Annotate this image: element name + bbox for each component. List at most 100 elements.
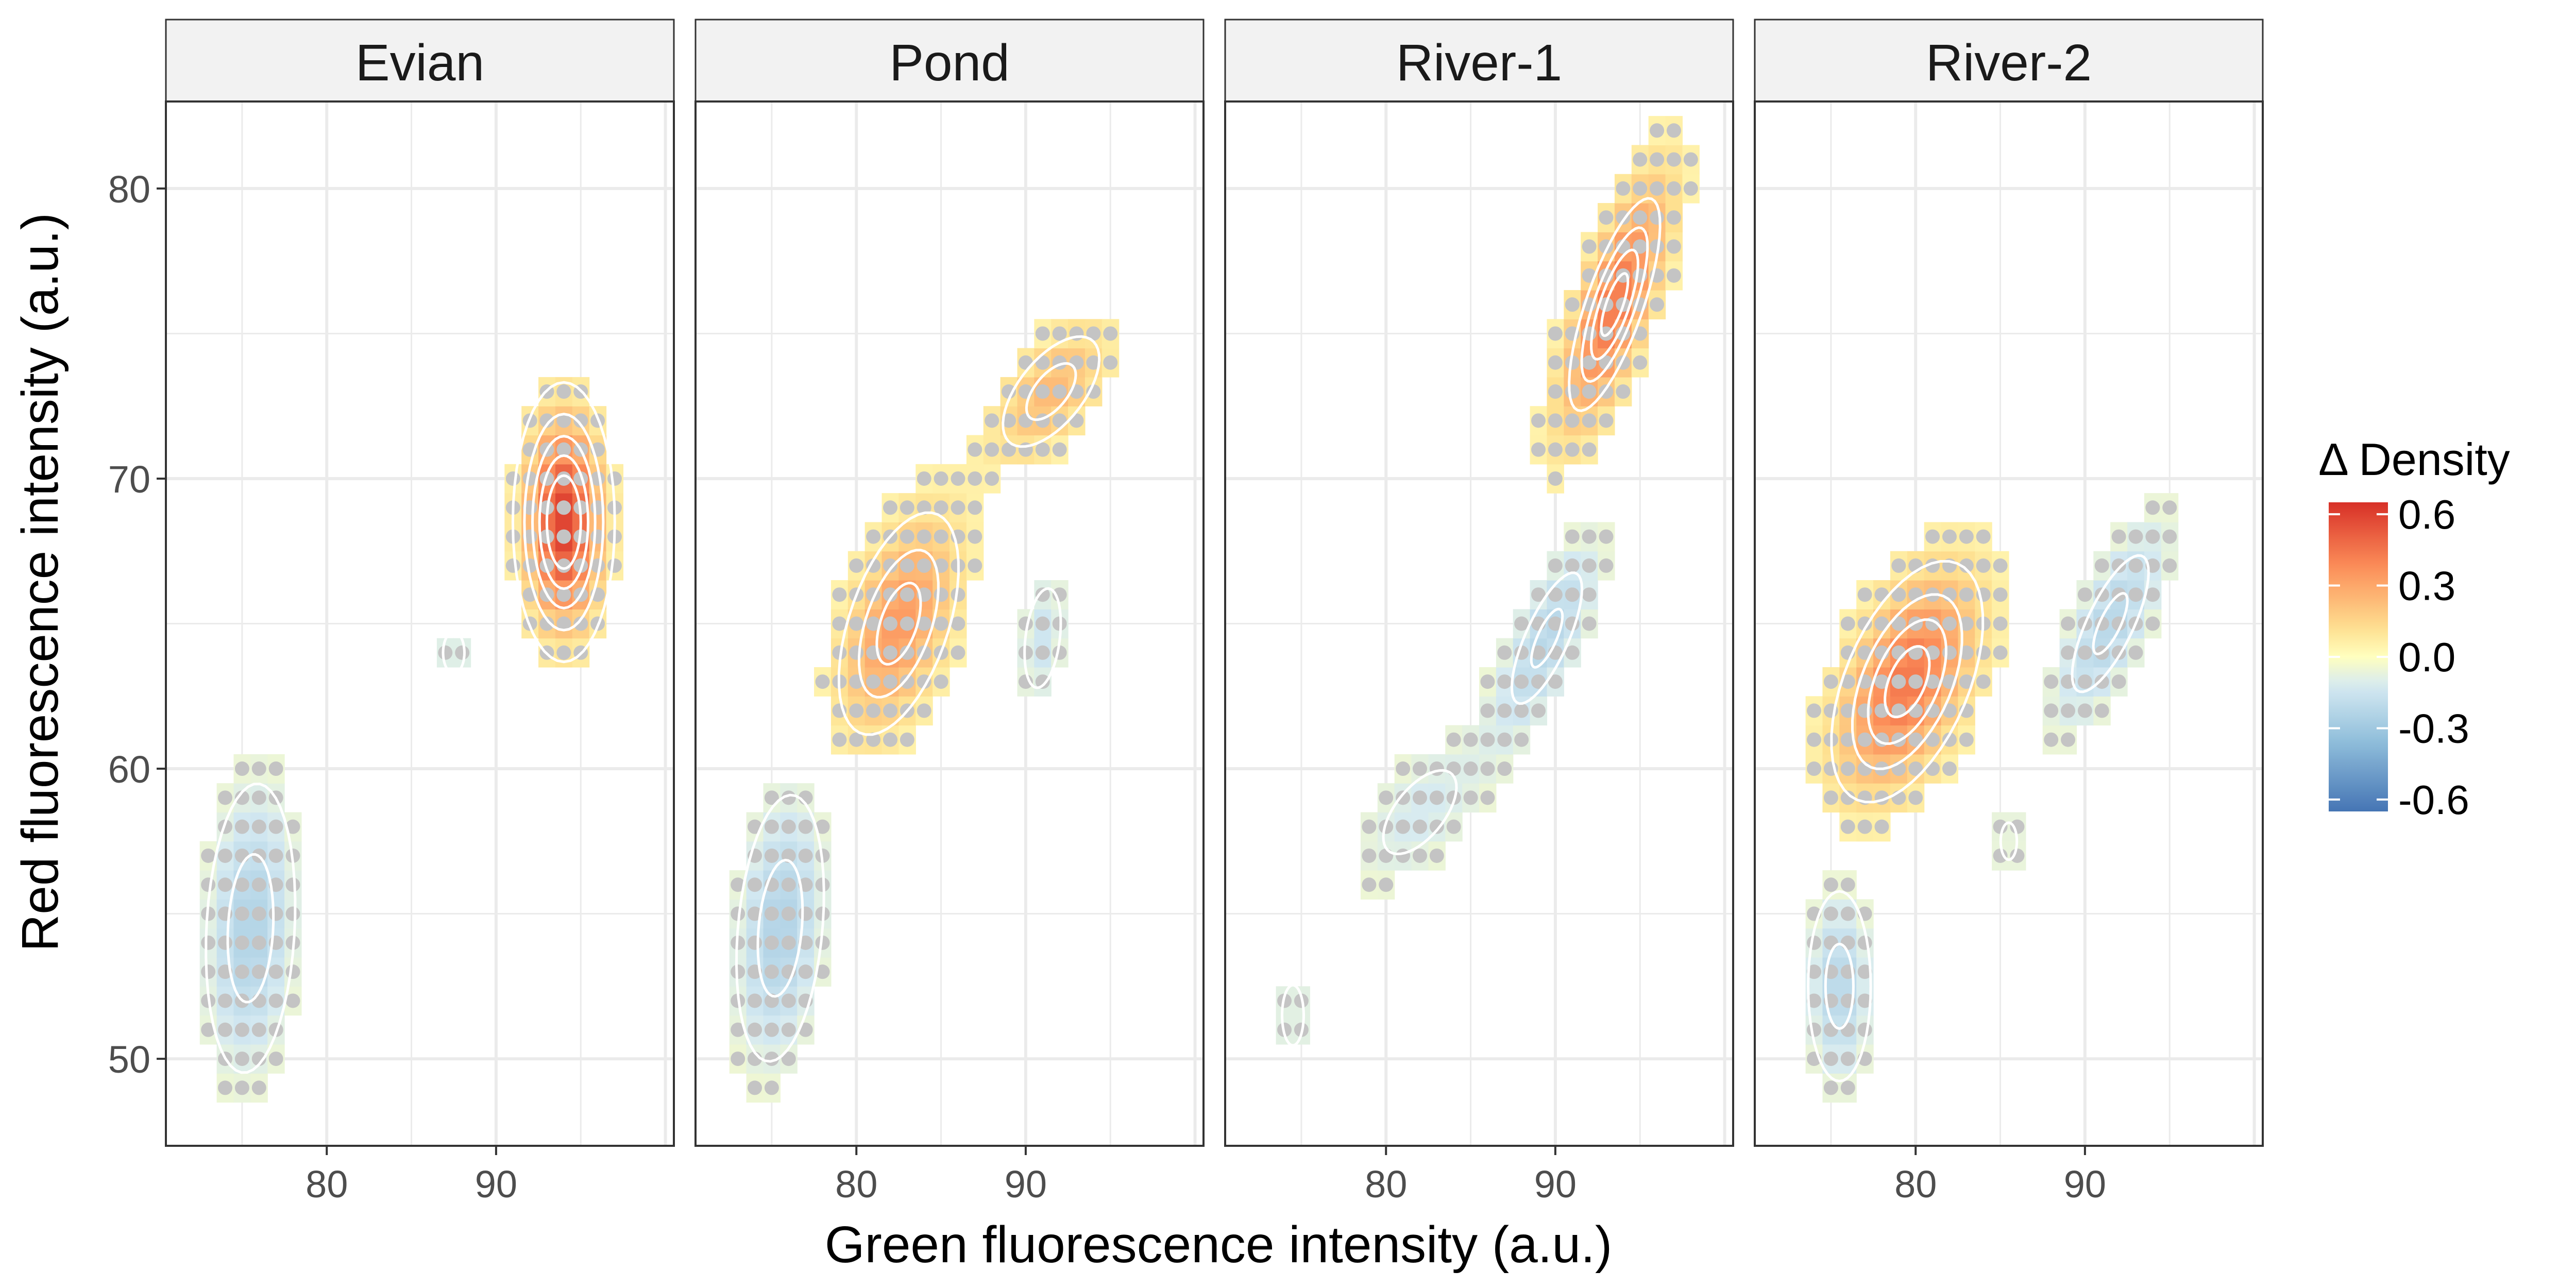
sample-dot xyxy=(1463,732,1478,747)
sample-dot xyxy=(1807,761,1822,776)
sample-dot xyxy=(234,964,249,979)
sample-dot xyxy=(251,790,266,805)
sample-dot xyxy=(1874,674,1889,689)
sample-dot xyxy=(1052,326,1067,341)
sample-dot xyxy=(1086,326,1101,341)
sample-dot xyxy=(900,732,914,747)
sample-dot xyxy=(1548,616,1563,631)
sample-dot xyxy=(1379,877,1394,892)
sample-dot xyxy=(968,442,982,457)
sample-dot xyxy=(2044,732,2059,747)
sample-dot xyxy=(2111,674,2126,689)
sample-dot xyxy=(1959,529,1974,544)
sample-dot xyxy=(1582,529,1597,544)
sample-dot xyxy=(285,906,300,921)
contour-line xyxy=(1280,984,1306,1047)
sample-dot xyxy=(951,645,965,660)
legend-tick-label: 0.0 xyxy=(2398,634,2455,680)
sample-dot xyxy=(1565,558,1580,573)
sample-dot xyxy=(1925,761,1940,776)
sample-dot xyxy=(607,471,622,486)
sample-dot xyxy=(234,761,249,776)
facet-label: River-2 xyxy=(1926,34,2092,92)
sample-dot xyxy=(1807,964,1822,979)
sample-dot xyxy=(1959,645,1974,660)
sample-dot xyxy=(1086,384,1101,399)
sample-dot xyxy=(573,616,588,631)
sample-dot xyxy=(1548,587,1563,602)
sample-dot xyxy=(1823,1080,1838,1095)
sample-dot xyxy=(2094,558,2109,573)
sample-dot xyxy=(1565,384,1580,399)
sample-dot xyxy=(1857,616,1872,631)
sample-dot xyxy=(1857,703,1872,718)
sample-dot xyxy=(951,471,965,486)
sample-dot xyxy=(1840,703,1855,718)
sample-dot xyxy=(1035,384,1050,399)
sample-dot xyxy=(2111,529,2126,544)
sample-dot xyxy=(234,1022,249,1037)
sample-dot xyxy=(883,558,897,573)
sample-dot xyxy=(1429,819,1444,834)
sample-dot xyxy=(268,906,283,921)
sample-dot xyxy=(764,848,779,863)
sample-dot xyxy=(1823,877,1838,892)
density-dots xyxy=(731,326,1118,1095)
sample-dot xyxy=(1650,297,1665,312)
sample-dot xyxy=(1925,732,1940,747)
sample-dot xyxy=(1035,645,1050,660)
sample-dot xyxy=(1446,761,1461,776)
sample-dot xyxy=(1035,616,1050,631)
sample-dot xyxy=(234,906,249,921)
sample-dot xyxy=(781,935,796,950)
sample-dot xyxy=(748,1022,762,1037)
contour-line xyxy=(1807,890,1872,1083)
x-tick-label: 90 xyxy=(2064,1163,2106,1206)
sample-dot xyxy=(1633,239,1648,254)
sample-dot xyxy=(1582,442,1597,457)
sample-dot xyxy=(1874,616,1889,631)
sample-dot xyxy=(218,935,233,950)
sample-dot xyxy=(1976,529,1991,544)
sample-dot xyxy=(985,442,999,457)
sample-dot xyxy=(556,413,571,428)
sample-dot xyxy=(849,732,864,747)
contour-line xyxy=(2071,554,2150,693)
panel-river-2: River-2 80 90 xyxy=(1754,19,2264,1206)
sample-dot xyxy=(866,732,881,747)
sample-dot xyxy=(556,442,571,457)
x-tick-label: 80 xyxy=(1365,1163,1407,1206)
sample-dot xyxy=(1650,152,1665,167)
sample-dot xyxy=(764,819,779,834)
sample-dot xyxy=(1531,442,1546,457)
sample-dot xyxy=(2162,558,2177,573)
sample-dot xyxy=(1565,413,1580,428)
sample-dot xyxy=(1548,674,1563,689)
sample-dot xyxy=(218,993,233,1008)
sample-dot xyxy=(1002,384,1016,399)
sample-dot xyxy=(985,471,999,486)
panel-river-1: River-1 80 90 xyxy=(1224,19,1734,1206)
sample-dot xyxy=(201,848,216,863)
sample-dot xyxy=(1925,529,1940,544)
sample-dot xyxy=(2061,616,2076,631)
sample-dot xyxy=(832,587,847,602)
sample-dot xyxy=(2061,732,2076,747)
sample-dot xyxy=(1531,587,1546,602)
sample-dot xyxy=(866,616,881,631)
sample-dot xyxy=(218,790,233,805)
contour-lines xyxy=(205,381,616,1074)
contour-line xyxy=(1568,197,1662,412)
sample-dot xyxy=(748,993,762,1008)
sample-dot xyxy=(1446,819,1461,834)
sample-dot xyxy=(917,558,931,573)
sample-dot xyxy=(2128,587,2143,602)
sample-dot xyxy=(234,935,249,950)
sample-dot xyxy=(1362,848,1377,863)
sample-dot xyxy=(849,616,864,631)
sample-dot xyxy=(234,819,249,834)
sample-dot xyxy=(781,906,796,921)
sample-dot xyxy=(201,935,216,950)
sample-dot xyxy=(1086,355,1101,370)
contour-line xyxy=(1002,335,1101,448)
